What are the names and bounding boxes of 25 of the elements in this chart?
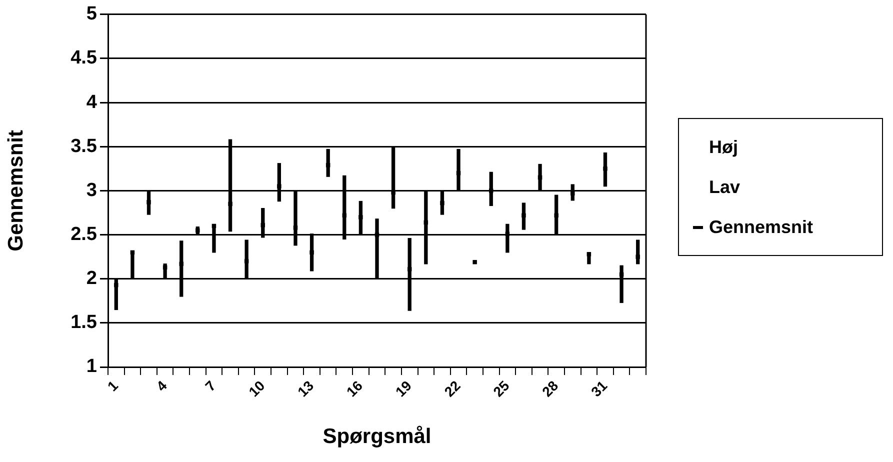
x-tick-label: 25 bbox=[490, 377, 512, 400]
text: Lav bbox=[709, 176, 740, 198]
x-tick-label: 10 bbox=[245, 377, 268, 400]
y-tick-label: 4.5 bbox=[70, 48, 98, 69]
y-tick-label: 3.5 bbox=[70, 136, 98, 157]
y-tick-label: 4 bbox=[86, 92, 98, 113]
x-tick-label: 7 bbox=[202, 377, 219, 394]
x-tick-label: 22 bbox=[441, 377, 464, 400]
y-tick-label: 1 bbox=[86, 356, 98, 378]
x-tick-label: 1 bbox=[104, 377, 122, 394]
y-tick-label: 3 bbox=[86, 180, 97, 201]
text: Høj bbox=[709, 136, 738, 158]
y-tick-label: 5 bbox=[86, 4, 98, 25]
x-axis-title: Spørgsmål bbox=[322, 425, 432, 448]
y-axis-title: Gennemsnit bbox=[4, 130, 28, 252]
x-tick-label: 16 bbox=[343, 377, 366, 400]
y-tick-label: 2.5 bbox=[70, 224, 98, 246]
x-tick-label: 4 bbox=[153, 377, 170, 394]
legend-label: Gennemsnit bbox=[709, 216, 814, 238]
x-tick-label: 31 bbox=[588, 377, 610, 400]
x-tick-label: 13 bbox=[294, 377, 317, 400]
x-tick-label: 28 bbox=[538, 377, 562, 400]
y-tick-label: 1.5 bbox=[70, 312, 98, 334]
y-tick-label: 2 bbox=[86, 268, 97, 290]
x-tick-label: 19 bbox=[392, 377, 415, 400]
